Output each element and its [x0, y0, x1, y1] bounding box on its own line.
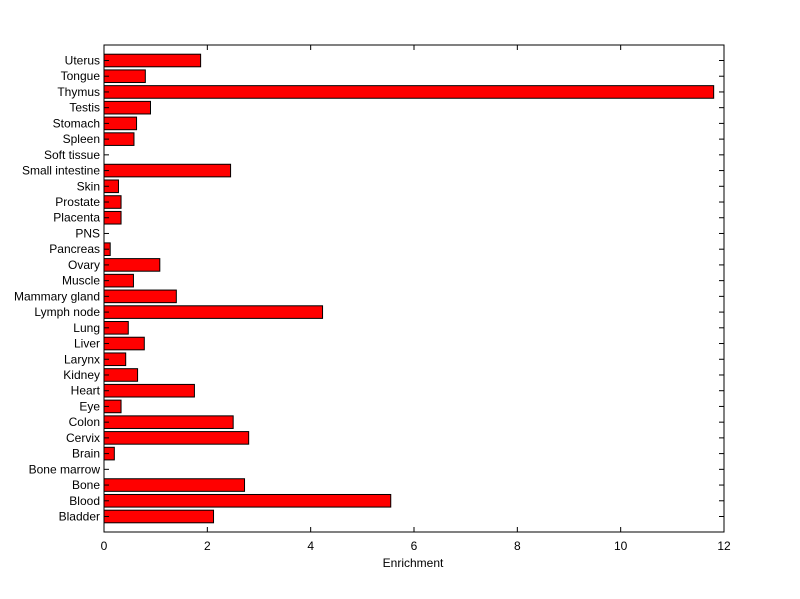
- x-tick-label: 6: [411, 539, 418, 553]
- category-label: Cervix: [66, 431, 100, 445]
- category-label: Soft tissue: [44, 148, 100, 162]
- category-label: Blood: [69, 494, 100, 508]
- x-tick-label: 4: [307, 539, 314, 553]
- category-label: PNS: [75, 226, 100, 240]
- x-ticks-group: 0 2 4 6 8 10 12: [101, 45, 731, 553]
- category-label: Colon: [69, 415, 100, 429]
- category-label: Ovary: [68, 258, 100, 272]
- bar-thymus: [103, 85, 715, 99]
- category-label: Mammary gland: [14, 289, 100, 303]
- category-label: Stomach: [53, 116, 100, 130]
- category-label: Uterus: [65, 54, 100, 68]
- category-label: Tongue: [61, 69, 101, 83]
- bar-liver: [103, 336, 145, 351]
- bar-colon: [103, 415, 234, 429]
- category-label: Muscle: [62, 274, 100, 288]
- category-label: Skin: [77, 179, 100, 193]
- bar-cervix: [103, 431, 250, 445]
- x-tick-label: 8: [514, 539, 521, 553]
- category-label: Small intestine: [22, 164, 100, 178]
- x-tick-label: 0: [101, 539, 108, 553]
- bar-uterus: [103, 53, 202, 68]
- category-label: Liver: [74, 337, 100, 351]
- bar-blood: [103, 493, 392, 508]
- category-label: Placenta: [53, 211, 100, 225]
- category-label: Brain: [72, 447, 100, 461]
- bar-lymph-node: [103, 305, 324, 319]
- category-label: Larynx: [64, 352, 100, 366]
- category-label: Bladder: [59, 510, 100, 524]
- bar-bladder: [103, 509, 215, 524]
- category-label: Eye: [79, 399, 100, 413]
- category-label: Bone: [72, 478, 100, 492]
- bar-bone: [103, 478, 246, 492]
- bar-kidney: [103, 368, 139, 382]
- category-label: Testis: [69, 101, 100, 115]
- category-label: Thymus: [57, 85, 100, 99]
- category-label: Heart: [71, 384, 101, 398]
- bars-group: [103, 53, 715, 524]
- x-tick-label: 12: [717, 539, 731, 553]
- x-axis-title: Enrichment: [383, 556, 444, 570]
- plot-frame: [103, 44, 725, 533]
- y-ticks-group: [104, 60, 724, 517]
- plot-area: [104, 45, 724, 532]
- bar-small-intestine: [103, 163, 232, 178]
- category-label: Lymph node: [34, 305, 100, 319]
- category-label: Spleen: [63, 132, 100, 146]
- category-label: Pancreas: [49, 242, 100, 256]
- x-tick-label: 2: [204, 539, 211, 553]
- x-tick-label: 10: [614, 539, 628, 553]
- bar-tongue: [103, 69, 146, 84]
- bar-heart: [103, 383, 195, 398]
- bar-testis: [103, 100, 151, 115]
- category-label: Kidney: [63, 368, 100, 382]
- category-label: Bone marrow: [29, 462, 101, 476]
- category-label: Prostate: [55, 195, 100, 209]
- bar-ovary: [103, 258, 161, 272]
- bar-mammary-gland: [103, 289, 177, 304]
- category-label: Lung: [73, 321, 100, 335]
